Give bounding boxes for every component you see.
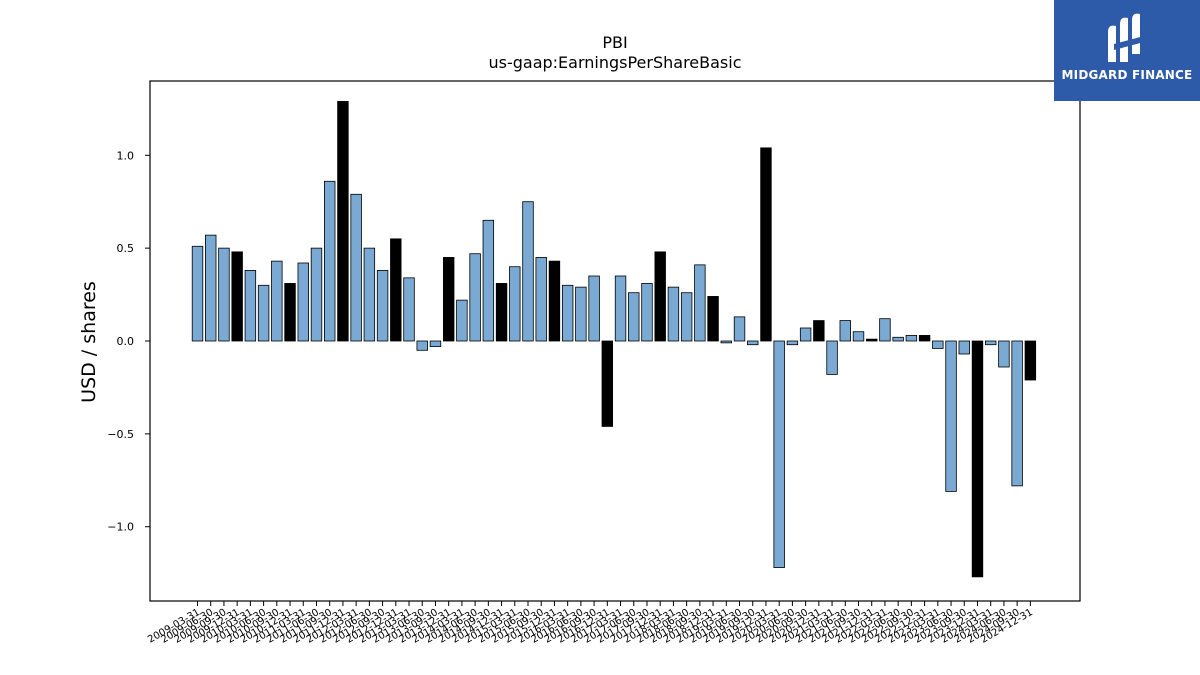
bar-2014-06-30 — [469, 253, 481, 342]
bar-2021-03-31 — [826, 340, 838, 375]
bar-2018-12-31 — [707, 296, 719, 342]
bar-2019-09-30 — [747, 340, 759, 346]
bar-2011-09-30 — [323, 180, 336, 342]
bar-2011-06-30 — [310, 247, 323, 342]
logo-mark-icon — [1108, 13, 1144, 63]
logo-text: MIDGARD FINANCE — [1061, 68, 1193, 82]
bar-2010-06-30 — [257, 284, 270, 342]
bar-2021-12-31 — [866, 338, 878, 342]
bar-2023-03-31 — [932, 340, 944, 349]
y-tick-label: 1.0 — [117, 149, 135, 162]
bar-2014-03-31 — [456, 299, 468, 342]
bar-2012-09-30 — [376, 270, 389, 342]
bar-2015-03-31 — [509, 266, 521, 342]
bar-2020-09-30 — [799, 327, 812, 342]
bar-2015-06-30 — [522, 201, 534, 342]
x-ticks-group: 2009-03-312009-06-302009-09-302009-12-31… — [146, 601, 1035, 646]
y-tick-label: −0.5 — [107, 428, 134, 441]
chart-subtitle: us-gaap:EarningsPerShareBasic — [488, 53, 741, 72]
bar-2012-06-30 — [363, 247, 376, 342]
bar-2017-12-31 — [654, 251, 666, 342]
bar-2014-12-31 — [495, 283, 508, 342]
y-ticks-group: −1.0 −0.5 0.0 0.5 1.0 — [107, 149, 150, 534]
chart-title: PBI — [602, 33, 627, 52]
plot-frame — [149, 80, 1081, 602]
bar-2018-06-30 — [680, 292, 693, 342]
bar-2016-03-31 — [561, 284, 574, 342]
bar-2009-09-30 — [218, 247, 230, 342]
bar-2022-12-31 — [918, 335, 931, 342]
bar-2023-09-30 — [958, 340, 970, 355]
bar-2019-03-31 — [720, 340, 733, 344]
bar-2010-12-31 — [284, 283, 296, 342]
bar-2022-09-30 — [905, 335, 918, 342]
bar-2017-06-30 — [628, 292, 640, 342]
bar-2010-03-31 — [244, 270, 257, 342]
bar-2021-09-30 — [852, 331, 865, 342]
bar-2010-09-30 — [271, 260, 283, 342]
bar-2009-03-31 — [191, 245, 204, 342]
bar-2011-03-31 — [297, 262, 309, 342]
bar-2018-09-30 — [694, 264, 706, 342]
bar-2020-03-31 — [773, 340, 785, 568]
bar-2016-06-30 — [575, 286, 587, 342]
bar-2012-03-31 — [350, 193, 362, 342]
bars-group — [191, 101, 1037, 578]
bar-2022-06-30 — [892, 336, 904, 342]
bar-2016-09-30 — [588, 275, 600, 342]
bar-2015-09-30 — [535, 257, 547, 342]
bar-2024-06-30 — [998, 340, 1010, 368]
bar-2023-12-31 — [971, 340, 984, 578]
y-axis-label: USD / shares — [78, 281, 100, 403]
bar-2024-09-30 — [1011, 340, 1023, 487]
bar-2024-12-31 — [1024, 340, 1037, 381]
bar-2013-12-31 — [442, 257, 455, 342]
midgard-finance-logo: MIDGARD FINANCE — [1054, 0, 1200, 101]
bar-2009-06-30 — [205, 234, 217, 342]
bar-2018-03-31 — [667, 286, 680, 342]
bar-2011-12-31 — [337, 101, 349, 342]
bar-2013-03-31 — [403, 277, 415, 342]
bar-2021-06-30 — [839, 320, 851, 342]
bar-2022-03-31 — [879, 318, 891, 342]
bar-2015-12-31 — [548, 260, 561, 342]
bar-2013-09-30 — [429, 340, 442, 347]
y-tick-label: −1.0 — [107, 521, 134, 534]
bar-2012-12-31 — [390, 238, 402, 342]
y-tick-label: 0.5 — [117, 242, 135, 255]
bar-2020-12-31 — [813, 320, 825, 342]
bar-2009-12-31 — [231, 251, 243, 342]
bar-2024-03-31 — [985, 340, 997, 346]
bar-2013-06-30 — [416, 340, 428, 351]
bar-2016-12-31 — [601, 340, 614, 427]
bar-2014-09-30 — [482, 219, 495, 342]
bar-2020-06-30 — [786, 340, 799, 346]
bar-2019-12-31 — [760, 147, 772, 342]
bar-2017-09-30 — [641, 283, 653, 342]
bar-2023-06-30 — [945, 340, 957, 492]
bar-2019-06-30 — [733, 316, 746, 342]
y-tick-label: 0.0 — [117, 335, 135, 348]
bar-2017-03-31 — [614, 275, 627, 342]
